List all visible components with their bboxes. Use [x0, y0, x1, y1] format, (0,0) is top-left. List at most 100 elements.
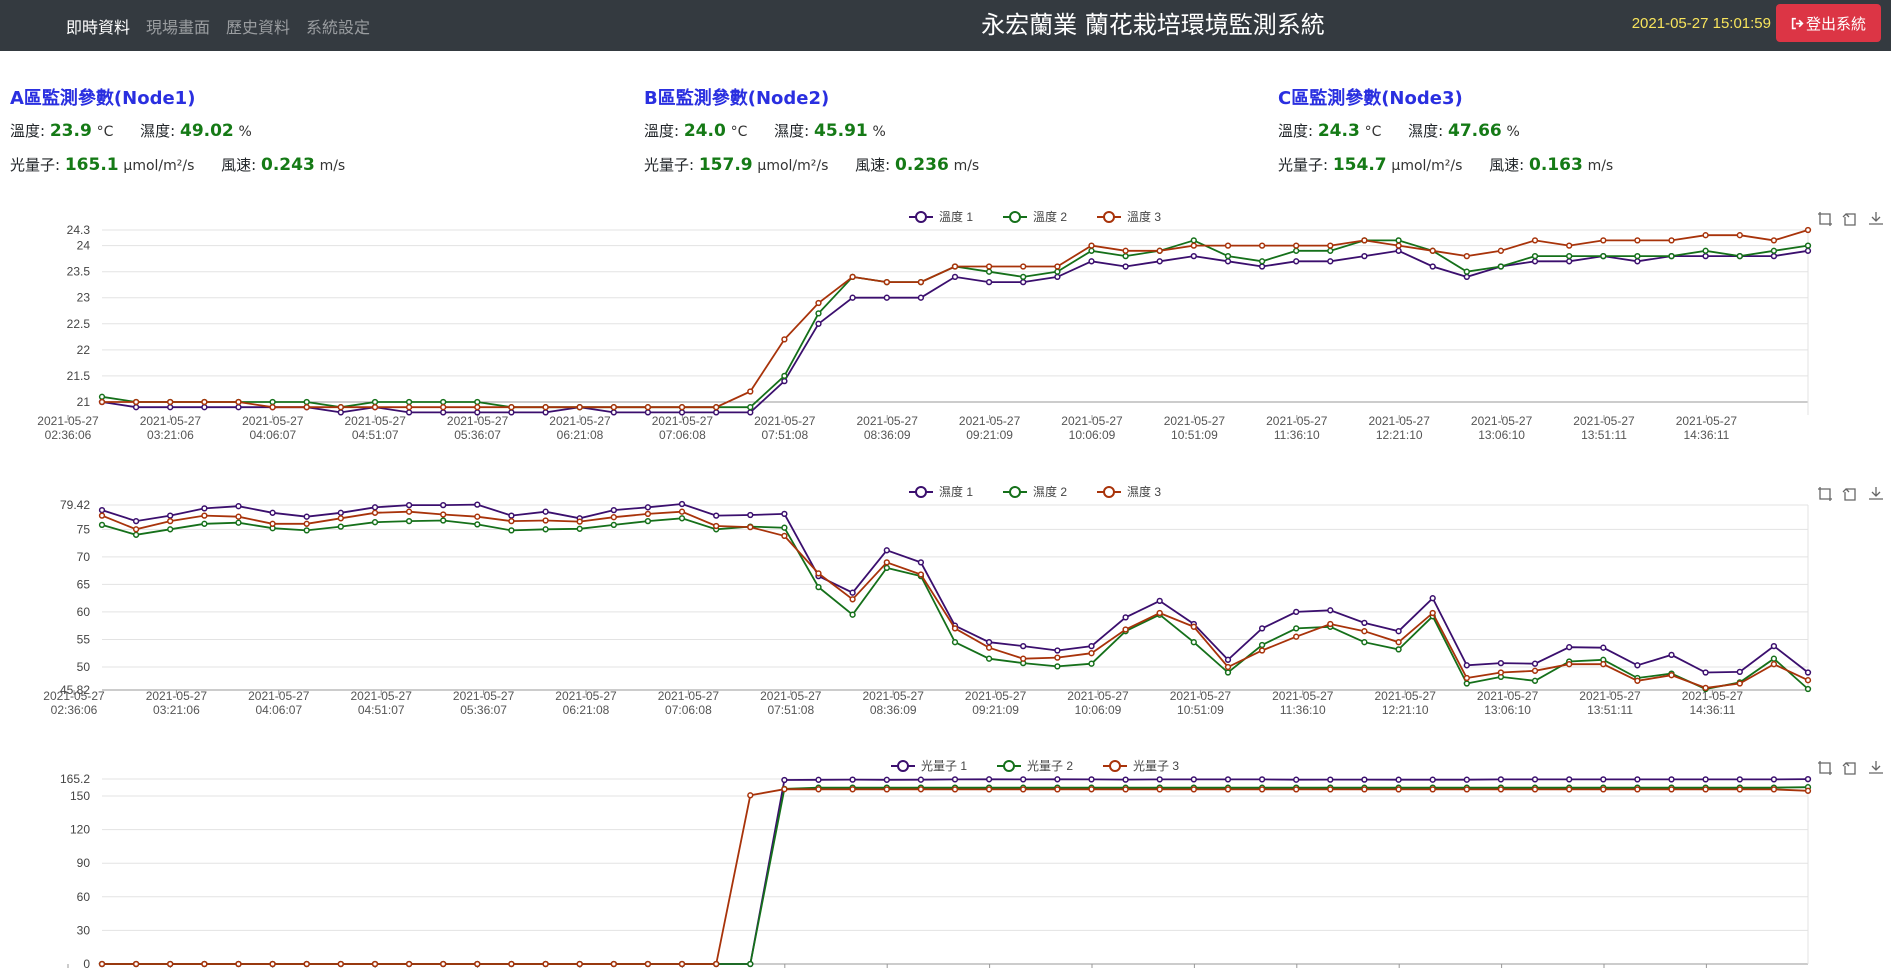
x-tick-time: 05:36:07	[454, 428, 501, 442]
chart-legend: 溫度 1 溫度 2 溫度 3	[909, 209, 1161, 224]
temp-unit: °C	[1364, 124, 1382, 140]
data-point	[1327, 786, 1334, 793]
x-tick-date: 2021-05-27	[453, 689, 515, 703]
series-1	[98, 775, 1812, 968]
data-point	[1566, 258, 1573, 265]
chart-legend: 濕度 1 濕度 2 濕度 3	[909, 484, 1161, 499]
data-point	[849, 611, 856, 618]
data-point	[1395, 628, 1402, 635]
data-point	[405, 409, 413, 416]
data-point	[440, 404, 447, 411]
data-point	[713, 404, 720, 411]
data-point	[678, 515, 686, 522]
y-grid	[102, 504, 1808, 691]
y-tick-label: 55	[77, 632, 91, 646]
series-1	[98, 247, 1812, 416]
nav-link-settings[interactable]: 系統設定	[306, 17, 371, 37]
logout-button[interactable]: 登出系統	[1776, 4, 1881, 42]
temp-value: 23.9	[49, 121, 92, 141]
legend-item[interactable]: 濕度 3	[1097, 484, 1161, 499]
data-point	[1088, 258, 1095, 265]
temp-unit: °C	[730, 124, 748, 140]
y-tick-label: 30	[77, 923, 91, 937]
data-point	[1361, 237, 1368, 244]
data-point	[1463, 680, 1470, 687]
temp-label: 溫度:	[10, 122, 46, 140]
data-point	[508, 527, 515, 534]
y-tick-label: 150	[70, 789, 90, 803]
save-image-icon[interactable]	[1869, 761, 1883, 774]
legend-item[interactable]: 光量子 1	[891, 759, 967, 773]
legend-item[interactable]: 濕度 2	[1003, 484, 1067, 499]
legend-label: 濕度 1	[939, 484, 973, 499]
data-point	[1258, 786, 1266, 793]
nav-link-realtime[interactable]: 即時資料	[66, 17, 131, 37]
data-point	[508, 512, 515, 519]
humidity-chart-svg: 45.8250556065707579.422021-05-2702:36:06…	[43, 484, 1883, 717]
data-point	[1020, 642, 1027, 650]
data-point	[1156, 786, 1163, 793]
legend-marker	[915, 211, 927, 223]
data-point	[849, 589, 856, 596]
data-point	[917, 776, 925, 783]
data-point	[1668, 651, 1675, 659]
y-tick-label: 70	[77, 550, 91, 564]
data-point	[1293, 608, 1300, 616]
data-point	[1634, 252, 1641, 260]
zoom-icon[interactable]	[1818, 761, 1832, 775]
x-tick-date: 2021-05-27	[1375, 689, 1437, 703]
x-tick-date: 2021-05-27	[1573, 414, 1635, 428]
data-point	[1361, 252, 1368, 260]
node-panel-a: A區監測參數(Node1) 溫度: 23.9 °C 濕度: 49.02 % 光量…	[10, 84, 610, 178]
data-point	[167, 512, 174, 519]
data-point	[201, 404, 208, 411]
y-tick-label: 21.5	[67, 369, 91, 383]
data-point	[508, 404, 515, 411]
data-point	[1190, 623, 1197, 630]
data-point	[917, 278, 925, 286]
data-point	[1156, 258, 1163, 265]
data-point	[1224, 663, 1232, 671]
data-point	[883, 786, 890, 793]
data-point	[1293, 776, 1300, 783]
node-panel-c: C區監測參數(Node3) 溫度: 24.3 °C 濕度: 47.66 % 光量…	[1278, 84, 1878, 178]
restore-icon[interactable]	[1842, 213, 1856, 226]
data-point	[1054, 663, 1061, 670]
save-image-icon[interactable]	[1869, 212, 1883, 225]
nav-link-live-view[interactable]: 現場畫面	[146, 17, 211, 37]
data-point	[713, 522, 720, 530]
data-point	[1395, 786, 1402, 793]
x-tick-time: 04:06:07	[255, 703, 302, 717]
data-point	[235, 519, 242, 526]
legend-item[interactable]: 溫度 3	[1097, 209, 1161, 224]
data-point	[1156, 609, 1163, 617]
data-point	[1361, 639, 1368, 646]
hum-value: 45.91	[813, 121, 868, 141]
restore-icon[interactable]	[1842, 488, 1856, 501]
legend-label: 濕度 3	[1127, 484, 1161, 499]
legend-item[interactable]: 溫度 1	[909, 209, 973, 224]
data-point	[1054, 654, 1061, 661]
nav-link-history[interactable]: 歷史資料	[226, 17, 291, 37]
data-point	[1497, 776, 1505, 783]
hum-label: 濕度:	[774, 122, 810, 140]
zoom-icon[interactable]	[1818, 212, 1832, 226]
legend-item[interactable]: 濕度 1	[909, 484, 973, 499]
data-point	[1702, 786, 1709, 793]
legend-item[interactable]: 光量子 3	[1103, 759, 1179, 773]
restore-icon[interactable]	[1842, 762, 1856, 775]
data-point	[1429, 595, 1436, 602]
series-2	[98, 784, 1812, 968]
data-point	[337, 404, 344, 411]
data-point	[98, 506, 106, 514]
y-tick-label: 90	[77, 856, 91, 870]
data-point	[1054, 263, 1061, 270]
data-point	[1463, 674, 1470, 682]
zoom-icon[interactable]	[1818, 487, 1832, 501]
data-point	[1327, 242, 1334, 249]
data-point	[849, 776, 856, 783]
save-image-icon[interactable]	[1869, 487, 1883, 500]
legend-item[interactable]: 光量子 2	[997, 759, 1073, 773]
legend-item[interactable]: 溫度 2	[1003, 209, 1067, 224]
data-point	[1429, 786, 1436, 793]
